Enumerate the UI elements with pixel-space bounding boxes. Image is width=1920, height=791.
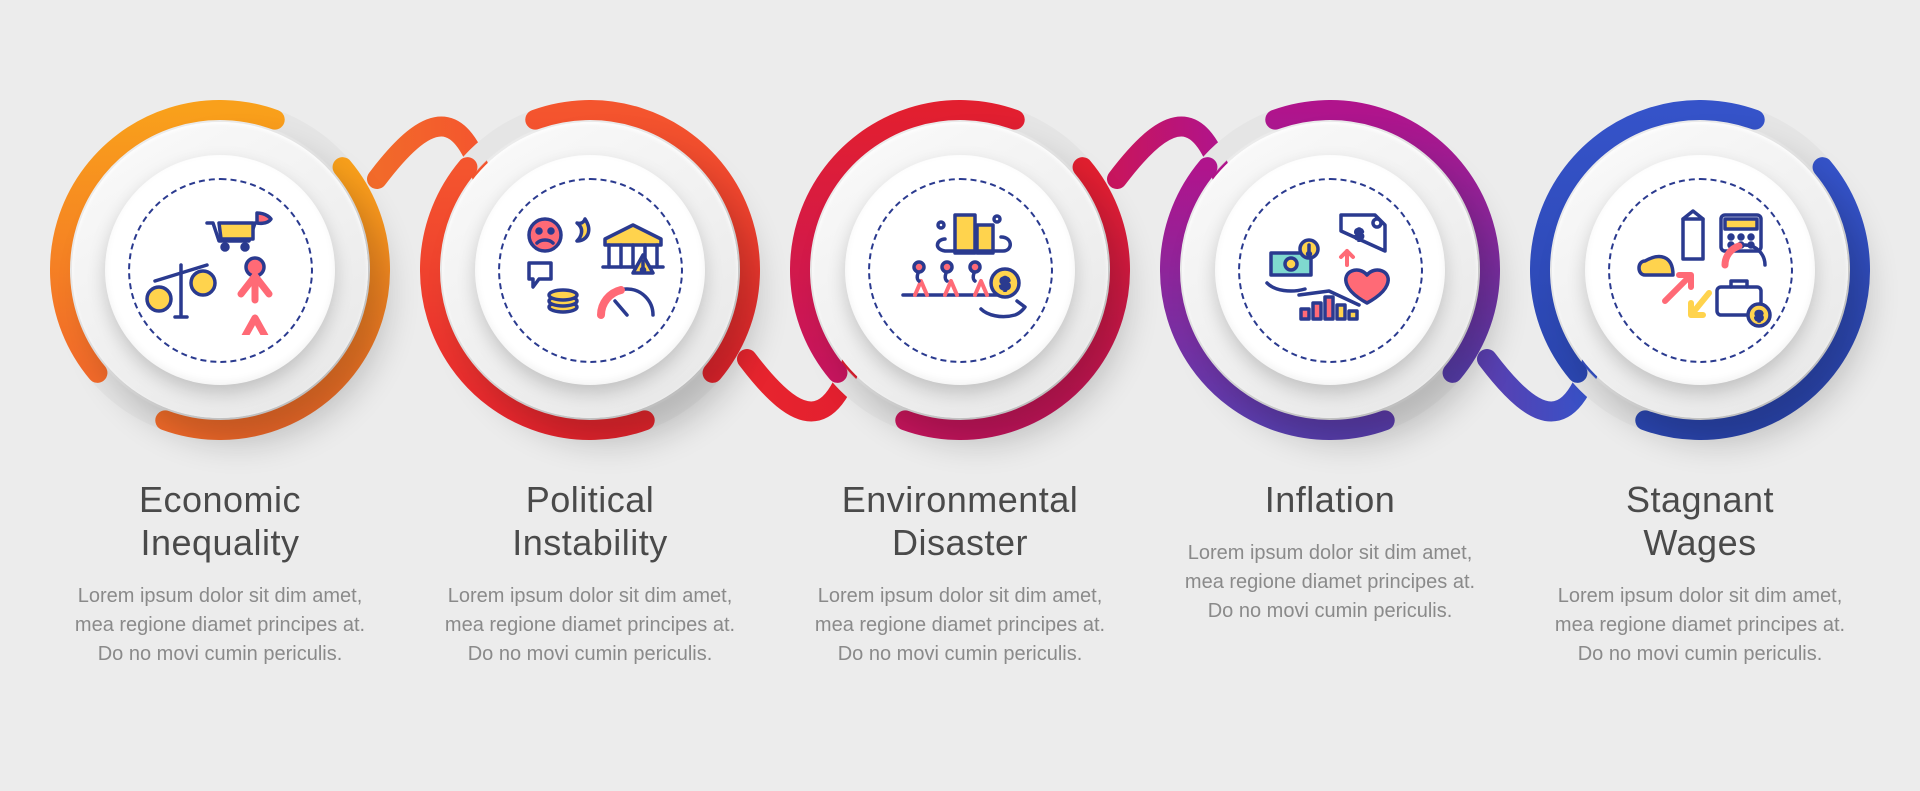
node-title: Environmental Disaster — [842, 478, 1079, 564]
button-inner — [845, 155, 1075, 385]
dashed-circle — [498, 178, 683, 363]
ring-economic-inequality — [50, 100, 390, 440]
node-stagnant-wages: Stagnant Wages Lorem ipsum dolor sit dim … — [1530, 100, 1870, 669]
wages-icon — [1625, 205, 1775, 335]
node-political-instability: Political Instability Lorem ipsum dolor s… — [420, 100, 760, 669]
node-title: Political Instability — [512, 478, 668, 564]
button-inner — [1585, 155, 1815, 385]
dashed-circle — [128, 178, 313, 363]
node-environmental-disaster: Environmental Disaster Lorem ipsum dolor … — [790, 100, 1130, 669]
node-description: Lorem ipsum dolor sit dim amet, mea regi… — [1540, 582, 1860, 669]
disaster-icon — [885, 205, 1035, 335]
dashed-circle — [868, 178, 1053, 363]
node-description: Lorem ipsum dolor sit dim amet, mea regi… — [60, 582, 380, 669]
dashed-circle — [1608, 178, 1793, 363]
node-inflation: Inflation Lorem ipsum dolor sit dim amet,… — [1160, 100, 1500, 669]
infographic-stage: Economic Inequality Lorem ipsum dolor sit… — [0, 0, 1920, 791]
inflation-icon — [1255, 205, 1405, 335]
inequality-icon — [145, 205, 295, 335]
ring-stagnant-wages — [1530, 100, 1870, 440]
ring-environmental-disaster — [790, 100, 1130, 440]
button-inner — [475, 155, 705, 385]
node-title: Inflation — [1265, 478, 1396, 521]
node-economic-inequality: Economic Inequality Lorem ipsum dolor sit… — [50, 100, 390, 669]
node-title: Economic Inequality — [139, 478, 301, 564]
node-description: Lorem ipsum dolor sit dim amet, mea regi… — [1170, 539, 1490, 626]
button-inner — [1215, 155, 1445, 385]
node-description: Lorem ipsum dolor sit dim amet, mea regi… — [430, 582, 750, 669]
node-title: Stagnant Wages — [1626, 478, 1774, 564]
button-inner — [105, 155, 335, 385]
instability-icon — [515, 205, 665, 335]
node-description: Lorem ipsum dolor sit dim amet, mea regi… — [800, 582, 1120, 669]
ring-inflation — [1160, 100, 1500, 440]
ring-political-instability — [420, 100, 760, 440]
dashed-circle — [1238, 178, 1423, 363]
node-row: Economic Inequality Lorem ipsum dolor sit… — [0, 100, 1920, 669]
